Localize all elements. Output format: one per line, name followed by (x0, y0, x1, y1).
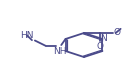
Text: O: O (114, 28, 121, 38)
Text: NH: NH (53, 46, 66, 56)
Text: HN: HN (20, 31, 34, 40)
Text: N: N (100, 34, 107, 43)
Text: O: O (96, 42, 103, 51)
